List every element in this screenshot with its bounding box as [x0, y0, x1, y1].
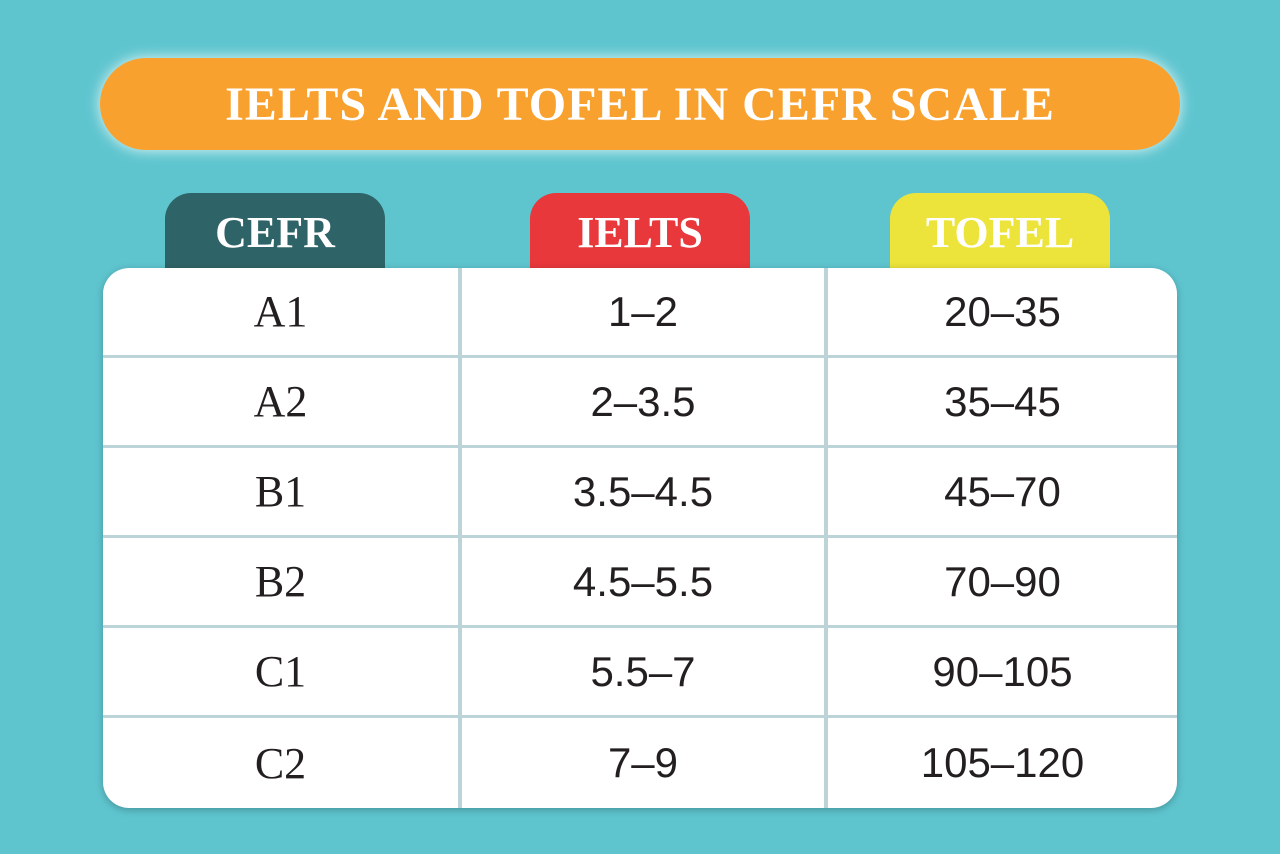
table-cell: A1 [103, 268, 462, 358]
table-cell: 90–105 [828, 628, 1177, 718]
table-cell: 2–3.5 [462, 358, 828, 448]
table-cell: 7–9 [462, 718, 828, 808]
table-cell: 3.5–4.5 [462, 448, 828, 538]
table-cell: A2 [103, 358, 462, 448]
table-cell: B1 [103, 448, 462, 538]
table-cell: 1–2 [462, 268, 828, 358]
table: A1 1–2 20–35 A2 2–3.5 35–45 B1 3.5–4.5 45–70 B2 4.… [103, 268, 1177, 808]
column-header: CEFR [165, 193, 385, 273]
table-cell: 4.5–5.5 [462, 538, 828, 628]
table-cell: C1 [103, 628, 462, 718]
title-banner: IELTS AND TOFEL IN CEFR SCALE [100, 58, 1180, 150]
table-cell: 5.5–7 [462, 628, 828, 718]
column-header: IELTS [530, 193, 750, 273]
table-cell: 35–45 [828, 358, 1177, 448]
column-header: TOFEL [890, 193, 1110, 273]
table-cell: B2 [103, 538, 462, 628]
table-cell: 70–90 [828, 538, 1177, 628]
table-cell: 20–35 [828, 268, 1177, 358]
table-cell: 45–70 [828, 448, 1177, 538]
table-cell: C2 [103, 718, 462, 808]
table-cell: 105–120 [920, 739, 1085, 786]
